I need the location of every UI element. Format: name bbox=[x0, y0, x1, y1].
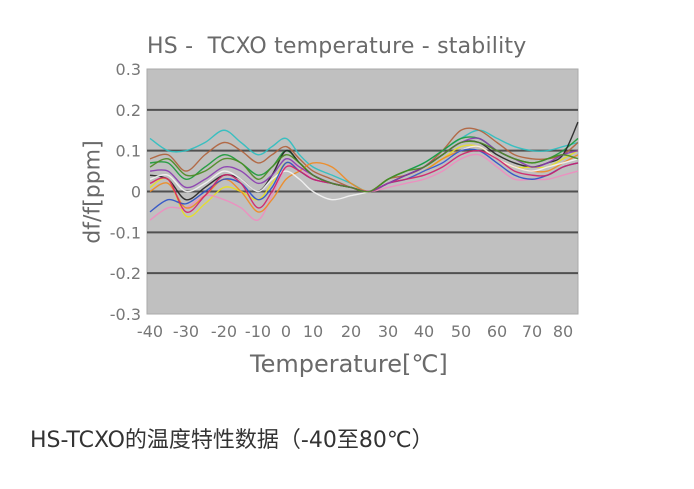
x-tick-label: -10 bbox=[245, 322, 271, 341]
x-tick-label: 80 bbox=[553, 322, 573, 341]
x-tick-label: 20 bbox=[341, 322, 361, 341]
y-tick-label: -0.1 bbox=[110, 223, 141, 242]
x-tick-label: 60 bbox=[487, 322, 507, 341]
x-tick-label: 40 bbox=[414, 322, 434, 341]
x-tick-label: 50 bbox=[451, 322, 471, 341]
y-tick-label: -0.2 bbox=[110, 264, 141, 283]
y-tick-label: -0.3 bbox=[110, 305, 141, 324]
x-tick-label: -20 bbox=[211, 322, 237, 341]
x-tick-label: 10 bbox=[303, 322, 323, 341]
x-tick-label: -40 bbox=[137, 322, 163, 341]
y-tick-label: 0.2 bbox=[116, 101, 141, 120]
x-tick-label: 30 bbox=[378, 322, 398, 341]
y-axis-label: df/f[ppm] bbox=[80, 140, 106, 244]
y-tick-label: 0.1 bbox=[116, 142, 141, 161]
x-axis-label: Temperature[℃] bbox=[250, 350, 448, 378]
y-tick-label: 0.3 bbox=[116, 60, 141, 79]
y-tick-label: 0 bbox=[131, 183, 141, 202]
x-tick-label: -30 bbox=[173, 322, 199, 341]
series-line-12 bbox=[149, 140, 579, 193]
chart-title: HS - TCXO temperature - stability bbox=[147, 34, 527, 59]
series-line-8 bbox=[149, 145, 579, 201]
x-tick-labels: -40 -30 -20 -10 0 10 20 30 40 50 60 70 80 bbox=[137, 322, 573, 341]
x-tick-label: 0 bbox=[281, 322, 291, 341]
y-tick-labels: 0.3 0.2 0.1 0 -0.1 -0.2 -0.3 bbox=[110, 60, 141, 324]
caption: HS-TCXO的温度特性数据（-40至80℃） bbox=[30, 428, 434, 453]
series-lines bbox=[149, 121, 579, 221]
x-tick-label: 70 bbox=[522, 322, 542, 341]
